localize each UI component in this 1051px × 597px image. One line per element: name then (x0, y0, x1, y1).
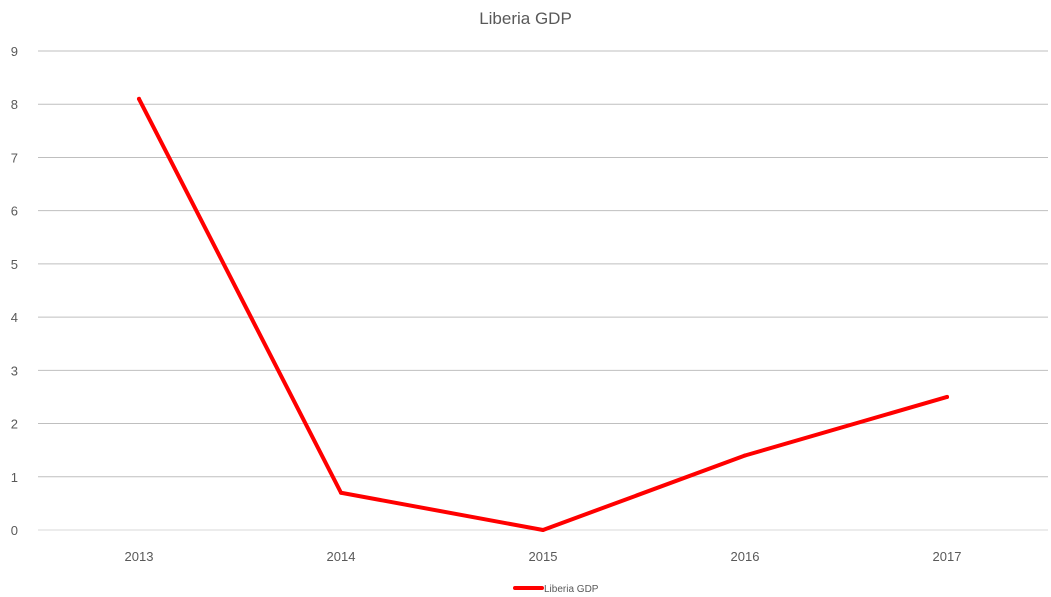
y-tick-label: 4 (11, 310, 18, 325)
y-tick-label: 3 (11, 363, 18, 378)
legend-label: Liberia GDP (544, 584, 599, 595)
data-point (137, 96, 141, 101)
x-tick-label: 2014 (327, 549, 356, 564)
y-tick-label: 0 (11, 523, 18, 538)
x-tick-label: 2017 (933, 549, 962, 564)
gridlines (38, 50, 1048, 531)
y-tick-label: 2 (11, 417, 18, 432)
chart-title: Liberia GDP (479, 9, 572, 28)
y-tick-label: 6 (11, 204, 18, 219)
y-tick-label: 5 (11, 257, 18, 272)
series-line (137, 96, 949, 532)
y-tick-label: 8 (11, 97, 18, 112)
x-tick-label: 2016 (731, 549, 760, 564)
data-point (541, 528, 545, 532)
data-point (743, 453, 747, 458)
y-tick-label: 7 (11, 150, 18, 165)
series-lines (137, 96, 949, 532)
y-axis-tick-labels: 0 1 2 3 4 5 6 7 8 9 (11, 44, 18, 538)
y-tick-label: 9 (11, 44, 18, 59)
data-point (339, 490, 343, 495)
legend: Liberia GDP (513, 584, 599, 595)
x-tick-label: 2015 (529, 549, 558, 564)
x-axis-tick-labels: 2013 2014 2015 2016 2017 (125, 549, 962, 564)
data-point (945, 394, 949, 399)
x-tick-label: 2013 (125, 549, 154, 564)
y-tick-label: 1 (11, 470, 18, 485)
